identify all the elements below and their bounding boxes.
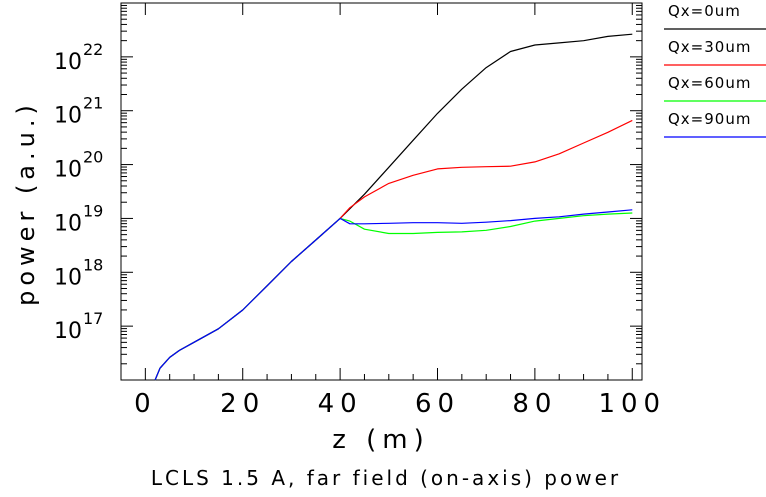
series-lines <box>154 33 633 381</box>
series-line-qx-90um <box>154 209 633 381</box>
x-axis-label: z (m) <box>332 425 430 455</box>
y-tick-label-base: 10 <box>54 158 82 183</box>
y-minor-ticks <box>121 4 642 365</box>
y-axis-label: power (a.u.) <box>12 100 40 306</box>
x-tick-label: 40 <box>318 389 363 419</box>
x-tick-label: 80 <box>512 389 557 419</box>
legend: Qx=0um Qx=30um Qx=60um Qx=90um <box>664 2 766 138</box>
series-line-qx-60um <box>154 212 633 381</box>
y-tick-label-exponent: 20 <box>83 148 103 167</box>
x-tick-label: 20 <box>220 389 265 419</box>
y-tick-label-exponent: 18 <box>83 255 103 274</box>
y-tick-label-base: 10 <box>54 50 82 75</box>
y-tick-label-exponent: 19 <box>83 201 103 220</box>
series-line-qx-0um <box>154 33 633 381</box>
y-tick-label-exponent: 22 <box>83 40 103 59</box>
y-tick-label-exponent: 21 <box>83 94 103 113</box>
plot-frame <box>120 2 643 381</box>
chart-title: LCLS 1.5 A, far field (on-axis) power <box>151 466 621 490</box>
series-line-qx-30um <box>154 119 633 381</box>
y-tick-label-base: 10 <box>54 104 82 129</box>
x-tick-label: 0 <box>134 389 157 419</box>
legend-label: Qx=90um <box>668 110 751 128</box>
x-ticks: 0 20 40 60 80 100 <box>134 3 666 419</box>
y-tick-label-base: 10 <box>54 265 82 290</box>
y-tick-label-exponent: 17 <box>83 309 103 328</box>
y-tick-label-base: 10 <box>54 319 82 344</box>
legend-label: Qx=60um <box>668 74 751 92</box>
x-tick-label: 60 <box>415 389 460 419</box>
legend-label: Qx=0um <box>668 2 741 20</box>
x-tick-label: 100 <box>598 389 666 419</box>
y-tick-label-base: 10 <box>54 211 82 236</box>
legend-label: Qx=30um <box>668 38 751 56</box>
